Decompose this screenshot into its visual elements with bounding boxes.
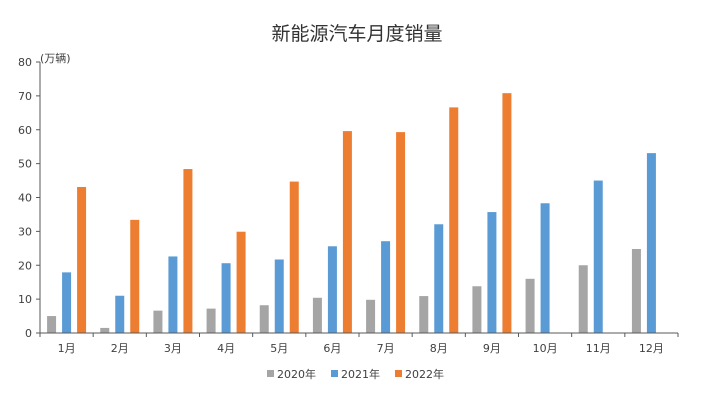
y-axis-unit-label: (万辆) — [40, 51, 71, 65]
bar — [100, 327, 110, 333]
bar — [206, 308, 216, 333]
legend-swatch — [267, 370, 274, 377]
x-tick-label: 6月 — [323, 342, 341, 355]
x-tick-label: 3月 — [164, 342, 182, 355]
bar — [259, 305, 269, 333]
x-tick-label: 2月 — [111, 342, 129, 355]
legend-swatch — [395, 370, 402, 377]
legend-label: 2020年 — [277, 367, 316, 381]
bar — [472, 286, 482, 333]
bar — [327, 246, 337, 333]
x-tick-label: 5月 — [270, 342, 288, 355]
bar — [115, 295, 125, 333]
bar — [289, 181, 299, 333]
bar — [62, 272, 72, 333]
bar — [593, 180, 603, 333]
bar — [540, 203, 550, 333]
bars — [47, 93, 656, 333]
y-tick-label: 50 — [18, 158, 32, 171]
y-tick-label: 40 — [18, 192, 32, 205]
y-tick-label: 70 — [18, 90, 32, 103]
bar — [419, 296, 429, 333]
bar — [631, 248, 641, 333]
x-tick-label: 1月 — [58, 342, 76, 355]
x-tick-label: 11月 — [586, 342, 611, 355]
bar — [366, 299, 376, 333]
y-tick-label: 20 — [18, 259, 32, 272]
bar — [221, 263, 231, 333]
y-tick-label: 30 — [18, 225, 32, 238]
y-axis: 0 10 20 30 40 50 60 70 80 — [18, 56, 41, 340]
bar — [381, 241, 391, 333]
bar — [168, 256, 178, 333]
x-tick-label: 8月 — [430, 342, 448, 355]
bar — [47, 316, 57, 333]
bar — [449, 107, 459, 333]
y-tick-label: 0 — [25, 327, 32, 340]
y-tick-label: 60 — [18, 124, 32, 137]
legend-swatch — [331, 370, 338, 377]
x-tick-label: 7月 — [377, 342, 395, 355]
bar — [646, 153, 656, 333]
bar — [342, 131, 352, 333]
bar — [578, 265, 588, 333]
bar — [236, 231, 246, 333]
x-tick-label: 12月 — [639, 342, 664, 355]
bar — [77, 186, 87, 333]
bar — [396, 132, 406, 333]
legend: 2020年 2021年 2022年 — [267, 367, 444, 381]
y-tick-label: 10 — [18, 293, 32, 306]
bar — [312, 297, 322, 333]
x-tick-label: 10月 — [533, 342, 558, 355]
legend-label: 2022年 — [405, 367, 444, 381]
legend-label: 2021年 — [341, 367, 380, 381]
bar — [502, 93, 512, 333]
bar — [487, 212, 497, 333]
bar — [183, 169, 193, 333]
x-tick-label: 4月 — [217, 342, 235, 355]
chart-title: 新能源汽车月度销量 — [271, 23, 442, 45]
bar — [274, 259, 284, 333]
bar — [434, 224, 444, 333]
bar — [130, 219, 140, 333]
x-axis: 1月 2月 3月 4月 5月 6月 7月 8月 9月 10月 11月 12月 — [39, 332, 679, 355]
bar — [525, 278, 535, 333]
x-tick-label: 9月 — [483, 342, 501, 355]
y-tick-label: 80 — [18, 56, 32, 69]
bar — [153, 310, 163, 333]
